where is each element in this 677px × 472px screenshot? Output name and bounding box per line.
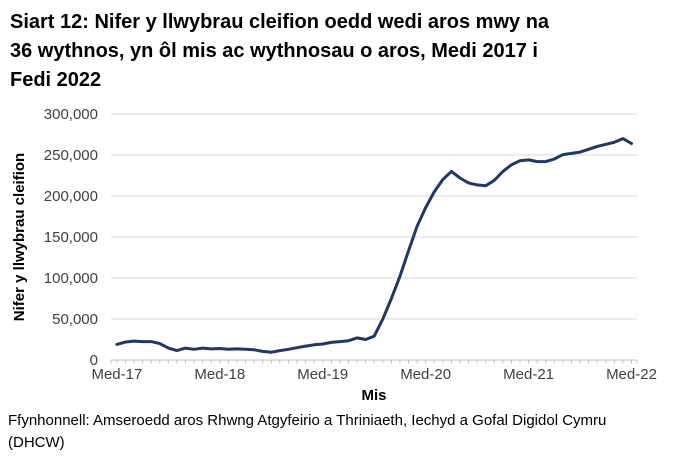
x-tick-label: Med-18 <box>194 366 245 383</box>
y-tick-label: 150,000 <box>44 229 98 246</box>
y-axis-title: Nifer y llwybrau cleifion <box>11 153 28 321</box>
chart-title: Siart 12: Nifer y llwybrau cleifion oedd… <box>10 11 550 91</box>
x-axis-title: Mis <box>361 387 386 404</box>
x-tick-label: Med-22 <box>606 366 657 383</box>
source-note: Ffynhonnell: Amseroedd aros Rhwng Atgyfe… <box>8 412 607 451</box>
x-tick-label: Med-17 <box>91 366 142 383</box>
x-tick-label: Med-21 <box>503 366 554 383</box>
y-tick-label: 0 <box>90 352 98 369</box>
y-tick-label: 200,000 <box>44 188 98 205</box>
x-tick-label: Med-19 <box>297 366 348 383</box>
data-line-series <box>115 137 633 354</box>
y-tick-label: 300,000 <box>44 106 98 123</box>
y-tick-label: 100,000 <box>44 270 98 287</box>
y-tick-label: 50,000 <box>52 311 98 328</box>
y-tick-label: 250,000 <box>44 147 98 164</box>
x-tick-label: Med-20 <box>400 366 451 383</box>
